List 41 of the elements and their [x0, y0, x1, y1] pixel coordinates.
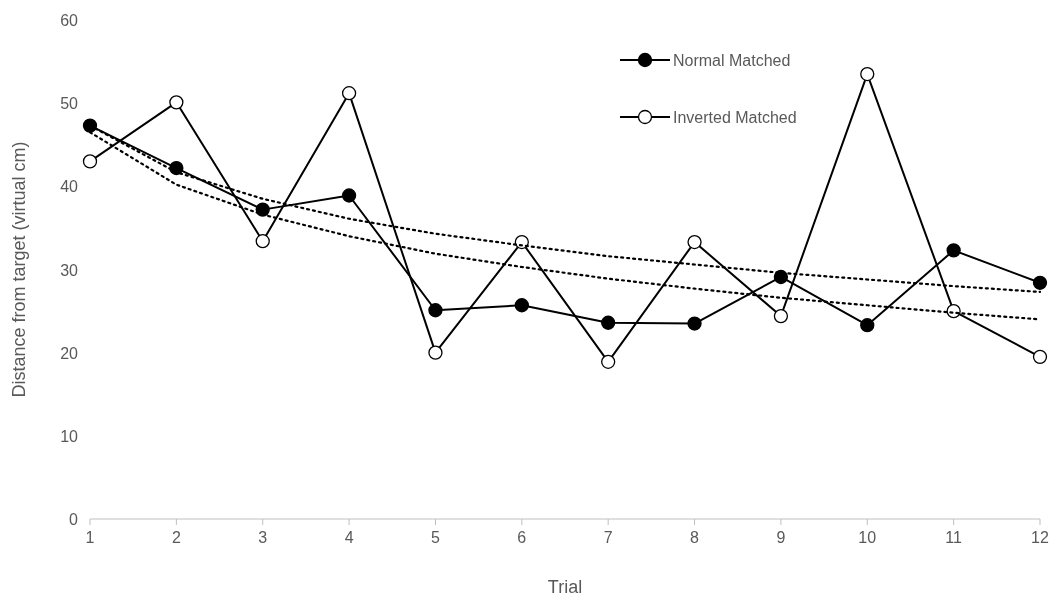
point: [687, 316, 702, 331]
y-tick-label: 60: [60, 12, 79, 29]
point: [428, 303, 443, 318]
legend-label: Normal Matched: [673, 52, 791, 69]
x-tick-label: 6: [517, 529, 527, 546]
point: [341, 86, 357, 101]
x-tick-label: 9: [776, 529, 786, 546]
x-tick-label: 3: [258, 529, 268, 546]
y-tick-label: 0: [69, 511, 79, 528]
x-tick-label: 8: [690, 529, 700, 546]
point: [82, 154, 98, 169]
y-tick-label: 10: [60, 427, 79, 445]
point: [773, 308, 789, 324]
point: [601, 354, 616, 369]
point: [601, 315, 616, 330]
x-tick-label: 12: [1031, 529, 1049, 546]
y-tick-label: 40: [60, 178, 79, 196]
point: [428, 345, 443, 360]
point: [860, 318, 875, 333]
x-tick-label: 7: [603, 529, 613, 546]
point: [341, 188, 357, 203]
x-tick-label: 4: [344, 529, 354, 546]
x-tick-label: 1: [85, 529, 95, 546]
point: [860, 66, 875, 82]
point: [169, 95, 184, 110]
x-axis-title: Trial: [547, 577, 583, 597]
x-tick-label: 11: [945, 529, 963, 546]
y-axis-title: Distance from target (virtual cm): [9, 141, 29, 398]
x-tick-label: 5: [431, 529, 440, 546]
point: [687, 234, 702, 250]
point: [946, 243, 961, 258]
y-tick-label: 30: [60, 261, 79, 279]
y-tick-label: 50: [60, 95, 79, 113]
point: [514, 298, 529, 313]
point: [1032, 349, 1048, 364]
legend-label: Inverted Matched: [673, 109, 797, 126]
y-tick-label: 20: [60, 344, 79, 362]
point: [255, 234, 270, 249]
x-tick-label: 10: [858, 529, 877, 546]
x-tick-label: 2: [171, 529, 181, 546]
point: [1032, 275, 1048, 290]
